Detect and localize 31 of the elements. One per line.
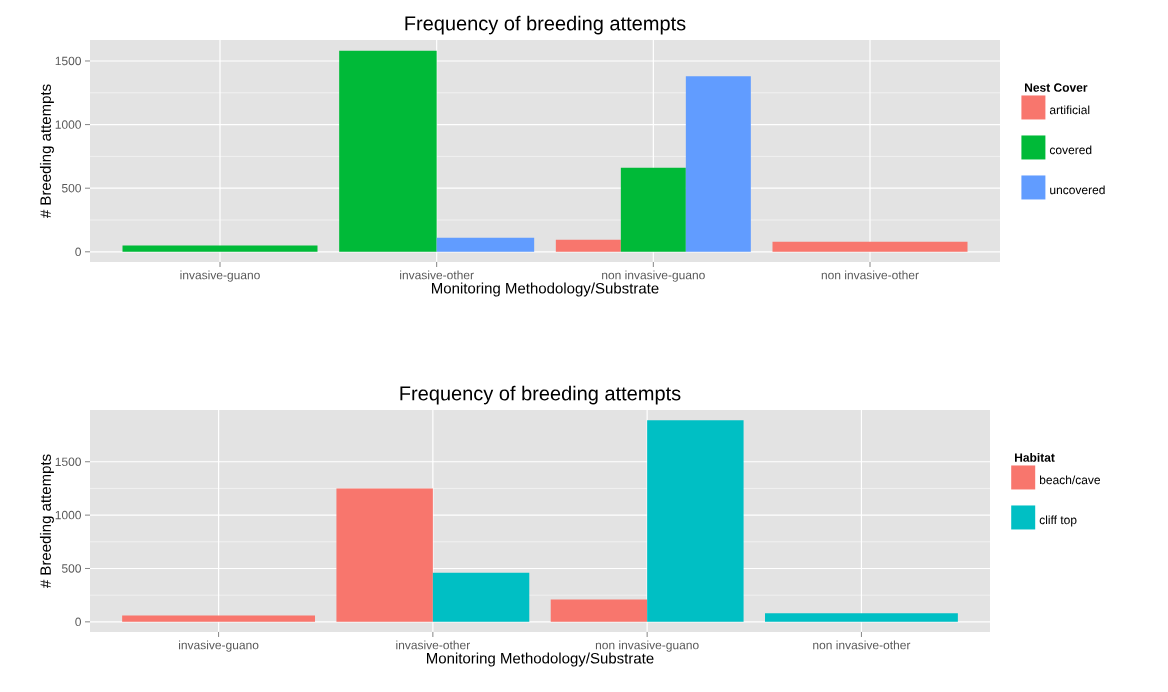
legend-title: Nest Cover bbox=[1025, 83, 1088, 92]
y-tick-label: 500 bbox=[61, 183, 82, 193]
x-tick-label: invasive-guano bbox=[180, 270, 260, 282]
y-tick-label: 1000 bbox=[55, 120, 81, 129]
x-tick-label: invasive-other bbox=[396, 640, 470, 650]
x-tick-label: invasive-other bbox=[400, 270, 474, 280]
x-tick-label: non invasive-other bbox=[821, 270, 919, 280]
x-tick-label: invasive-guano bbox=[179, 640, 259, 652]
chart-title: Frequency of breeding attempts bbox=[405, 15, 686, 35]
x-tick-label: non invasive-guano bbox=[595, 640, 699, 652]
y-tick-label: 1500 bbox=[55, 56, 81, 66]
x-tick-label: non invasive-other bbox=[813, 640, 911, 650]
legend-title: Habitat bbox=[1015, 452, 1055, 462]
legend-label: cliff top bbox=[1039, 515, 1077, 527]
y-tick-label: 0 bbox=[75, 247, 82, 257]
bar bbox=[432, 572, 530, 622]
y-axis-title: # Breeding attempts bbox=[39, 454, 54, 589]
x-axis-title: Monitoring Methodology/Substrate bbox=[432, 282, 659, 297]
legend-label: uncovered bbox=[1050, 185, 1105, 195]
y-tick-label: 500 bbox=[61, 564, 82, 573]
y-tick-label: 1500 bbox=[55, 457, 81, 466]
y-axis-title: # Breeding attempts bbox=[39, 84, 54, 219]
legend-label: beach/cave bbox=[1039, 475, 1101, 485]
chart-title: Frequency of breeding attempts bbox=[400, 385, 681, 405]
legend-label: covered bbox=[1049, 145, 1092, 155]
legend-label: artificial bbox=[1049, 105, 1090, 115]
y-tick-label: 0 bbox=[75, 617, 82, 627]
bar bbox=[550, 599, 648, 622]
x-axis-title: Monitoring Methodology/Substrate bbox=[427, 652, 654, 667]
y-tick-label: 1000 bbox=[55, 510, 81, 520]
x-tick-label: non invasive-guano bbox=[602, 270, 705, 282]
